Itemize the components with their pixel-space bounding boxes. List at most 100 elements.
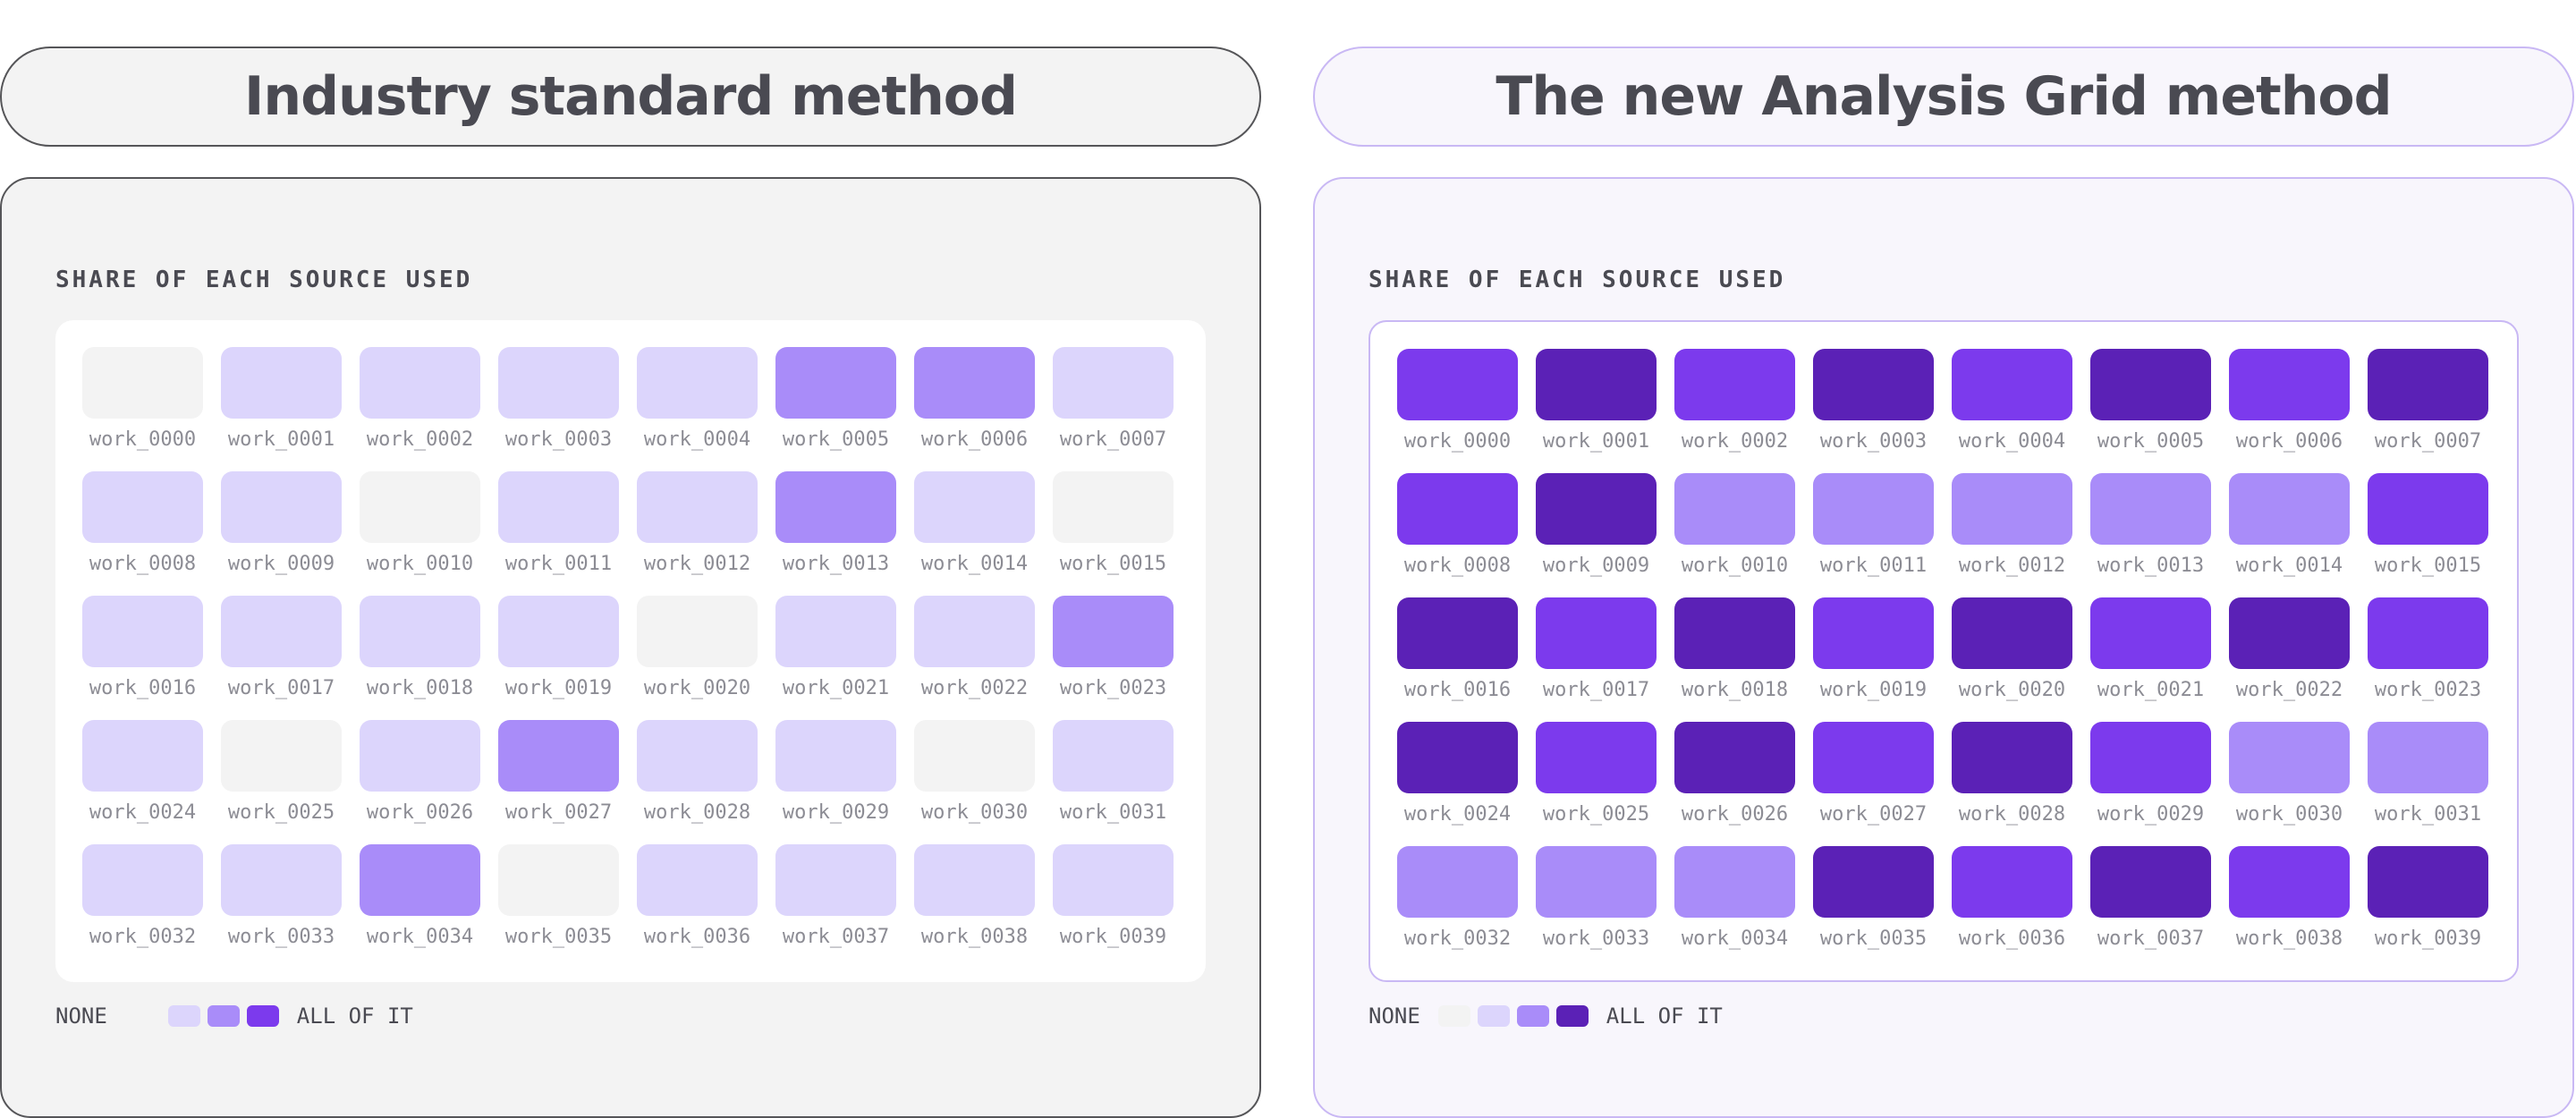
source-label: work_0016 [89, 677, 197, 699]
source-label: work_0007 [1059, 428, 1167, 451]
source-cell: work_0022 [914, 596, 1035, 720]
source-cell: work_0026 [1674, 722, 1795, 846]
source-label: work_0030 [920, 801, 1029, 824]
source-cell: work_0000 [82, 347, 203, 471]
share-swatch [82, 596, 203, 667]
share-swatch [1397, 597, 1518, 669]
share-swatch [221, 471, 342, 543]
source-label: work_0014 [2235, 555, 2343, 577]
source-cell: work_0022 [2229, 597, 2350, 722]
legend-chip [1477, 1005, 1510, 1027]
source-label: work_0022 [920, 677, 1029, 699]
source-cell: work_0031 [1053, 720, 1174, 844]
source-cell: work_0001 [1536, 349, 1657, 473]
share-swatch [2368, 597, 2488, 669]
source-cell: work_0039 [1053, 844, 1174, 969]
share-swatch [775, 844, 896, 916]
source-label: work_0006 [920, 428, 1029, 451]
share-swatch [2229, 722, 2350, 793]
source-cell: work_0012 [637, 471, 758, 596]
legend-chips [1437, 1005, 1589, 1027]
source-label: work_0005 [782, 428, 890, 451]
source-label: work_0035 [1819, 927, 1928, 950]
legend-none-label: NONE [55, 1004, 107, 1029]
share-swatch [637, 471, 758, 543]
source-label: work_0025 [1542, 803, 1650, 826]
legend-chip [1516, 1005, 1549, 1027]
share-swatch [914, 471, 1035, 543]
source-label: work_0024 [1403, 803, 1512, 826]
source-cell: work_0008 [1397, 473, 1518, 597]
source-label: work_0034 [1681, 927, 1789, 950]
industry-standard-title-pill: Industry standard method [0, 47, 1261, 147]
source-label: work_0035 [504, 926, 613, 948]
source-cell: work_0028 [637, 720, 758, 844]
share-swatch [637, 720, 758, 792]
source-label: work_0001 [1542, 430, 1650, 453]
source-cell: work_0004 [637, 347, 758, 471]
source-label: work_0015 [2374, 555, 2482, 577]
source-cell: work_0016 [82, 596, 203, 720]
source-label: work_0030 [2235, 803, 2343, 826]
share-swatch [1053, 844, 1174, 916]
share-swatch [2090, 473, 2211, 545]
source-cell: work_0034 [360, 844, 480, 969]
share-swatch [82, 471, 203, 543]
source-cell: work_0000 [1397, 349, 1518, 473]
source-cell: work_0027 [1813, 722, 1934, 846]
source-label: work_0033 [1542, 927, 1650, 950]
source-cell: work_0035 [498, 844, 619, 969]
source-cell: work_0027 [498, 720, 619, 844]
source-label: work_0008 [89, 553, 197, 575]
share-swatch [2090, 597, 2211, 669]
source-cell: work_0016 [1397, 597, 1518, 722]
share-swatch [1536, 846, 1657, 918]
share-swatch [1952, 597, 2072, 669]
source-label: work_0000 [1403, 430, 1512, 453]
industry-standard-title: Industry standard method [244, 65, 1018, 128]
share-swatch [1674, 846, 1795, 918]
source-cell: work_0005 [2090, 349, 2211, 473]
source-cell: work_0011 [1813, 473, 1934, 597]
source-cell: work_0037 [2090, 846, 2211, 970]
source-cell: work_0038 [2229, 846, 2350, 970]
source-label: work_0028 [643, 801, 751, 824]
source-cell: work_0032 [82, 844, 203, 969]
share-swatch [1952, 473, 2072, 545]
analysis-grid-title-pill: The new Analysis Grid method [1313, 47, 2574, 147]
source-cell: work_0006 [2229, 349, 2350, 473]
source-label: work_0016 [1403, 679, 1512, 701]
share-swatch [82, 844, 203, 916]
source-grid: work_0000 work_0001 work_0002 work_0003 work… [82, 347, 1174, 969]
source-cell: work_0010 [1674, 473, 1795, 597]
source-label: work_0024 [89, 801, 197, 824]
source-label: work_0027 [1819, 803, 1928, 826]
source-label: work_0002 [1681, 430, 1789, 453]
source-cell: work_0035 [1813, 846, 1934, 970]
share-swatch [1813, 349, 1934, 420]
source-label: work_0005 [2097, 430, 2205, 453]
source-cell: work_0034 [1674, 846, 1795, 970]
source-label: work_0037 [2097, 927, 2205, 950]
share-swatch [637, 347, 758, 419]
source-cell: work_0006 [914, 347, 1035, 471]
legend-all-label: ALL OF IT [1606, 1004, 1723, 1029]
source-label: work_0012 [643, 553, 751, 575]
share-swatch [1053, 720, 1174, 792]
source-label: work_0013 [782, 553, 890, 575]
source-cell: work_0007 [1053, 347, 1174, 471]
legend-chip [246, 1005, 279, 1027]
source-cell: work_0010 [360, 471, 480, 596]
share-swatch [1397, 846, 1518, 918]
source-cell: work_0002 [1674, 349, 1795, 473]
source-label: work_0014 [920, 553, 1029, 575]
share-swatch [360, 844, 480, 916]
legend-chip [1437, 1005, 1470, 1027]
source-cell: work_0039 [2368, 846, 2488, 970]
source-label: work_0011 [1819, 555, 1928, 577]
share-swatch [360, 471, 480, 543]
source-label: work_0038 [920, 926, 1029, 948]
source-label: work_0032 [89, 926, 197, 948]
source-label: work_0018 [366, 677, 474, 699]
source-cell: work_0007 [2368, 349, 2488, 473]
